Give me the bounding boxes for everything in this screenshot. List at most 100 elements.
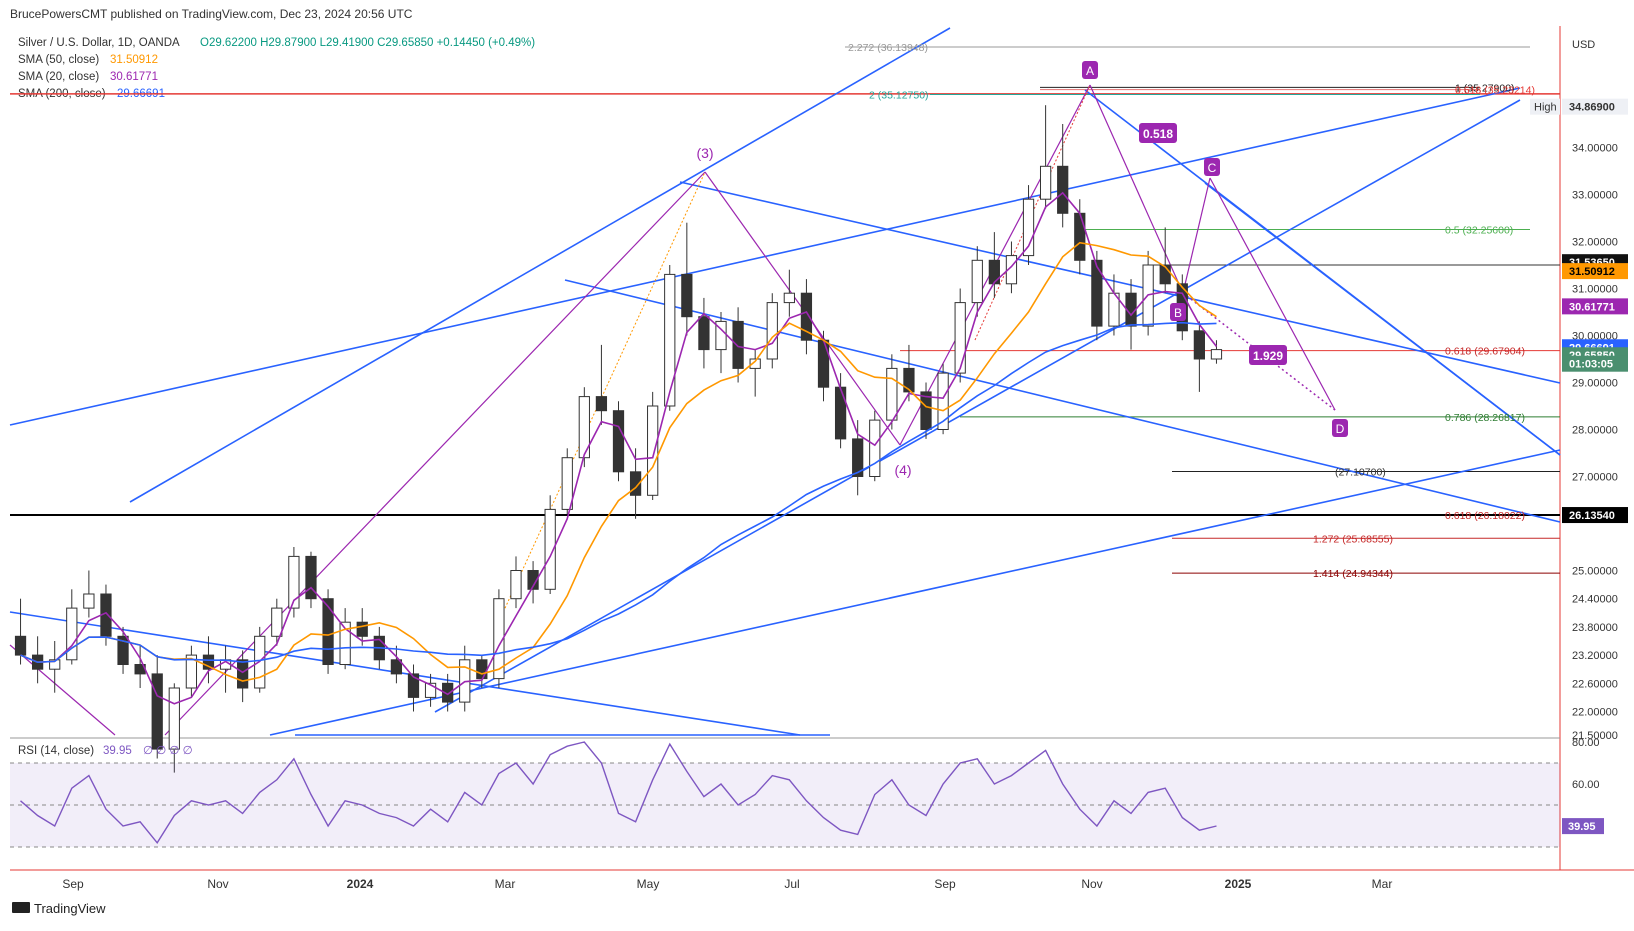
wave-label: (4) bbox=[894, 462, 911, 478]
candle-body bbox=[339, 621, 351, 666]
candle-body bbox=[14, 635, 27, 656]
trend-line bbox=[1204, 182, 1561, 456]
candle-body bbox=[49, 659, 61, 670]
candle-body bbox=[647, 405, 659, 496]
ratio-box bbox=[1139, 123, 1177, 143]
sma20-line bbox=[20, 191, 1218, 705]
trend-line bbox=[564, 279, 1561, 523]
time-tick-label: May bbox=[637, 877, 660, 891]
time-tick-label: Mar bbox=[1372, 877, 1393, 891]
candle-body bbox=[202, 654, 215, 670]
price-axis[interactable]: 34.0000033.0000032.0000031.0000030.00000… bbox=[1530, 98, 1628, 742]
pattern-label: D bbox=[1336, 422, 1345, 436]
candle-body bbox=[629, 471, 642, 496]
candle-body bbox=[1057, 165, 1069, 214]
rsi-tick-label: 60.00 bbox=[1572, 779, 1600, 791]
pattern-label: B bbox=[1174, 306, 1182, 320]
candle-body bbox=[971, 259, 983, 304]
rsi-legend-dots: ∅ ∅ ∅ ∅ bbox=[143, 745, 193, 757]
candle-body bbox=[783, 292, 795, 304]
candle-body bbox=[424, 682, 437, 698]
fib-label: 2.272 (36.13948) bbox=[848, 42, 928, 54]
candle-body bbox=[800, 292, 813, 341]
price-tick-label: 27.00000 bbox=[1572, 472, 1618, 484]
candle-body bbox=[407, 673, 420, 698]
currency-label: USD bbox=[1572, 39, 1595, 51]
wave-line bbox=[1089, 84, 1184, 294]
fib-label: 1 (35.27900) bbox=[1455, 82, 1515, 94]
candle-body bbox=[1022, 198, 1035, 257]
fib-label: 1.272 (25.68555) bbox=[1313, 533, 1393, 545]
time-tick-label: 2024 bbox=[347, 877, 374, 891]
sma200-line bbox=[20, 321, 1217, 664]
legend: Silver / U.S. Dollar, 1D, OANDA O29.6220… bbox=[18, 37, 535, 100]
candle-body bbox=[886, 367, 898, 421]
candle-body bbox=[185, 654, 198, 689]
rsi-line bbox=[20, 741, 1217, 844]
candle-body bbox=[1159, 264, 1171, 285]
drawings-layer bbox=[9, 27, 1561, 736]
high-label-bg bbox=[1530, 98, 1560, 115]
candle-body bbox=[852, 438, 864, 477]
legend-sma20-value: 30.61771 bbox=[110, 71, 158, 83]
footer: TradingView bbox=[12, 901, 106, 916]
time-tick-label: Sep bbox=[934, 877, 956, 891]
level-tag-bg bbox=[1562, 507, 1628, 524]
fib-label: 0.5 (32.25600) bbox=[1445, 224, 1513, 236]
candle-body bbox=[1039, 165, 1052, 200]
wave-label: (3) bbox=[696, 145, 713, 161]
candle-body bbox=[869, 419, 881, 478]
candle-body bbox=[561, 457, 573, 510]
time-tick-label: Mar bbox=[495, 877, 516, 891]
fib-label: (27.10700) bbox=[1335, 466, 1386, 478]
rsi-current-tag: 39.95 bbox=[1568, 821, 1596, 833]
wave-line bbox=[9, 644, 116, 736]
level-tag: 26.13540 bbox=[1569, 510, 1615, 522]
candle-body bbox=[390, 659, 403, 675]
time-tick-label: 2025 bbox=[1225, 877, 1252, 891]
price-tick-label: 29.00000 bbox=[1572, 378, 1618, 390]
rsi-pane: RSI (14, close) 39.95 ∅ ∅ ∅ ∅ 80.00 60.00… bbox=[10, 737, 1604, 848]
trend-line bbox=[269, 449, 1561, 736]
price-tick-label: 23.80000 bbox=[1572, 622, 1618, 634]
trend-line bbox=[434, 99, 1521, 713]
time-tick-label: Jul bbox=[784, 877, 799, 891]
candle-body bbox=[288, 555, 300, 609]
pattern-label: A bbox=[1086, 64, 1094, 78]
candle-body bbox=[237, 659, 249, 689]
wave-line bbox=[1182, 177, 1211, 294]
ratio-label: 0.518 bbox=[1143, 127, 1173, 141]
price-tick-label: 25.00000 bbox=[1572, 566, 1618, 578]
legend-sma20-label: SMA (20, close) bbox=[18, 71, 99, 83]
candle-body bbox=[476, 659, 488, 680]
pattern-box bbox=[1204, 158, 1220, 176]
candle-body bbox=[595, 396, 608, 412]
candle-body bbox=[510, 570, 522, 600]
candle-body bbox=[1005, 255, 1018, 285]
labels-layer: 2.272 (36.13948) 1 (35.27900) 2 (35.12750)… bbox=[696, 42, 1535, 580]
price-tick-label: 22.60000 bbox=[1572, 678, 1618, 690]
candle-body bbox=[1091, 259, 1103, 327]
pattern-box bbox=[1082, 61, 1098, 79]
fib-label: 2 (35.12750) bbox=[869, 90, 929, 102]
candle-body bbox=[356, 621, 368, 637]
countdown-tag: 01:03:05 bbox=[1569, 359, 1613, 371]
candle-body bbox=[681, 273, 693, 318]
legend-sma50-label: SMA (50, close) bbox=[18, 54, 99, 66]
time-axis[interactable]: Sep Nov 2024 Mar May Jul Sep Nov 2025 Mar bbox=[62, 877, 1392, 891]
time-tick-label: Sep bbox=[62, 877, 84, 891]
sma20-tag: 30.61771 bbox=[1569, 301, 1615, 313]
publisher-text: BrucePowersCMT published on TradingView.… bbox=[10, 7, 413, 21]
candle-body bbox=[1193, 330, 1205, 360]
price-tick-label: 34.00000 bbox=[1572, 143, 1618, 155]
candle-body bbox=[117, 635, 129, 665]
fib-label: 0.618 (35.23214) bbox=[1455, 85, 1535, 97]
high-tag: 34.86900 bbox=[1569, 102, 1615, 114]
trend-line bbox=[129, 27, 951, 503]
wave-line bbox=[1209, 177, 1336, 411]
candle-body bbox=[66, 607, 78, 661]
price-tick-label: 22.00000 bbox=[1572, 707, 1618, 719]
candle-body bbox=[527, 570, 539, 590]
candle-body bbox=[903, 367, 915, 393]
